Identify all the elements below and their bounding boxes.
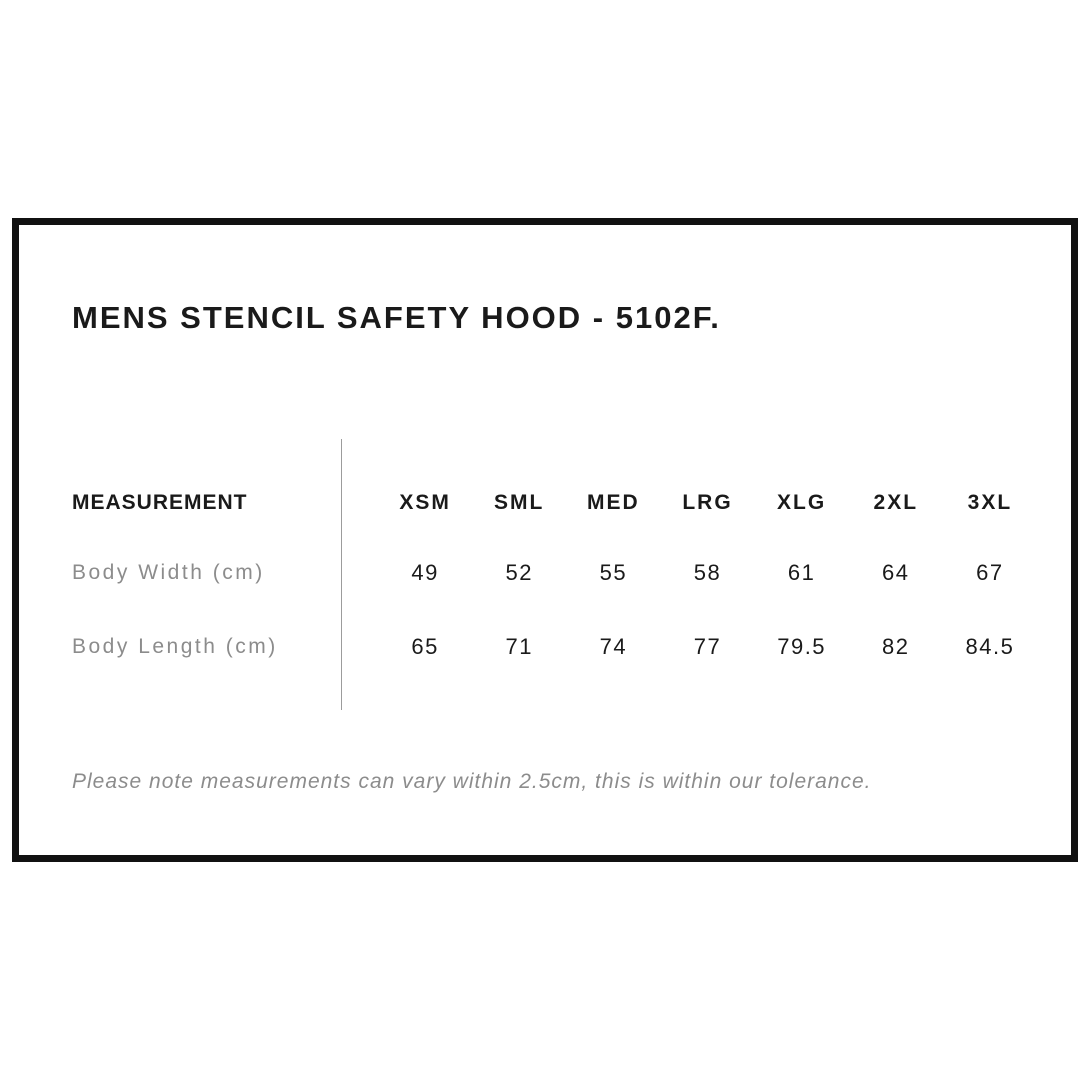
size-column-header-xsm: XSM xyxy=(399,491,451,514)
body-width-xsm-value: 49 xyxy=(411,560,439,585)
table-row-body-width: Body Width (cm) 49 52 55 58 61 64 67 xyxy=(72,559,1037,587)
size-column-header-lrg: LRG xyxy=(682,491,733,514)
body-width-sml-value: 52 xyxy=(505,560,533,585)
body-width-3xl-value: 67 xyxy=(976,560,1004,585)
size-column-header-2xl: 2XL xyxy=(873,491,919,514)
measurement-column-header: MEASUREMENT xyxy=(72,491,248,514)
body-length-xlg-value: 79.5 xyxy=(777,634,827,659)
page-title: MENS STENCIL SAFETY HOOD - 5102F. xyxy=(72,300,721,335)
body-length-med-value: 74 xyxy=(599,634,628,659)
column-divider xyxy=(341,439,342,710)
row-label-body-length: Body Length (cm) xyxy=(72,635,278,658)
table-row-body-length: Body Length (cm) 65 71 74 77 79.5 82 84.… xyxy=(72,633,1037,661)
tolerance-note: Please note measurements can vary within… xyxy=(72,770,872,793)
body-length-xsm-value: 65 xyxy=(411,634,439,659)
body-length-3xl-value: 84.5 xyxy=(965,634,1015,659)
size-column-header-3xl: 3XL xyxy=(967,491,1013,514)
body-width-2xl-value: 64 xyxy=(882,560,910,585)
size-chart-frame xyxy=(12,218,1078,862)
size-column-header-xlg: XLG xyxy=(777,491,827,514)
body-length-lrg-value: 77 xyxy=(693,634,722,659)
body-length-sml-value: 71 xyxy=(505,634,533,659)
body-width-lrg-value: 58 xyxy=(693,560,722,585)
body-width-med-value: 55 xyxy=(599,560,628,585)
body-width-xlg-value: 61 xyxy=(787,560,816,585)
size-column-header-sml: SML xyxy=(494,491,545,514)
body-length-2xl-value: 82 xyxy=(882,634,910,659)
row-label-body-width: Body Width (cm) xyxy=(72,561,265,584)
size-table-header-row: MEASUREMENT XSM SML MED LRG XLG 2XL 3XL xyxy=(72,489,1037,517)
size-column-header-med: MED xyxy=(587,491,640,514)
